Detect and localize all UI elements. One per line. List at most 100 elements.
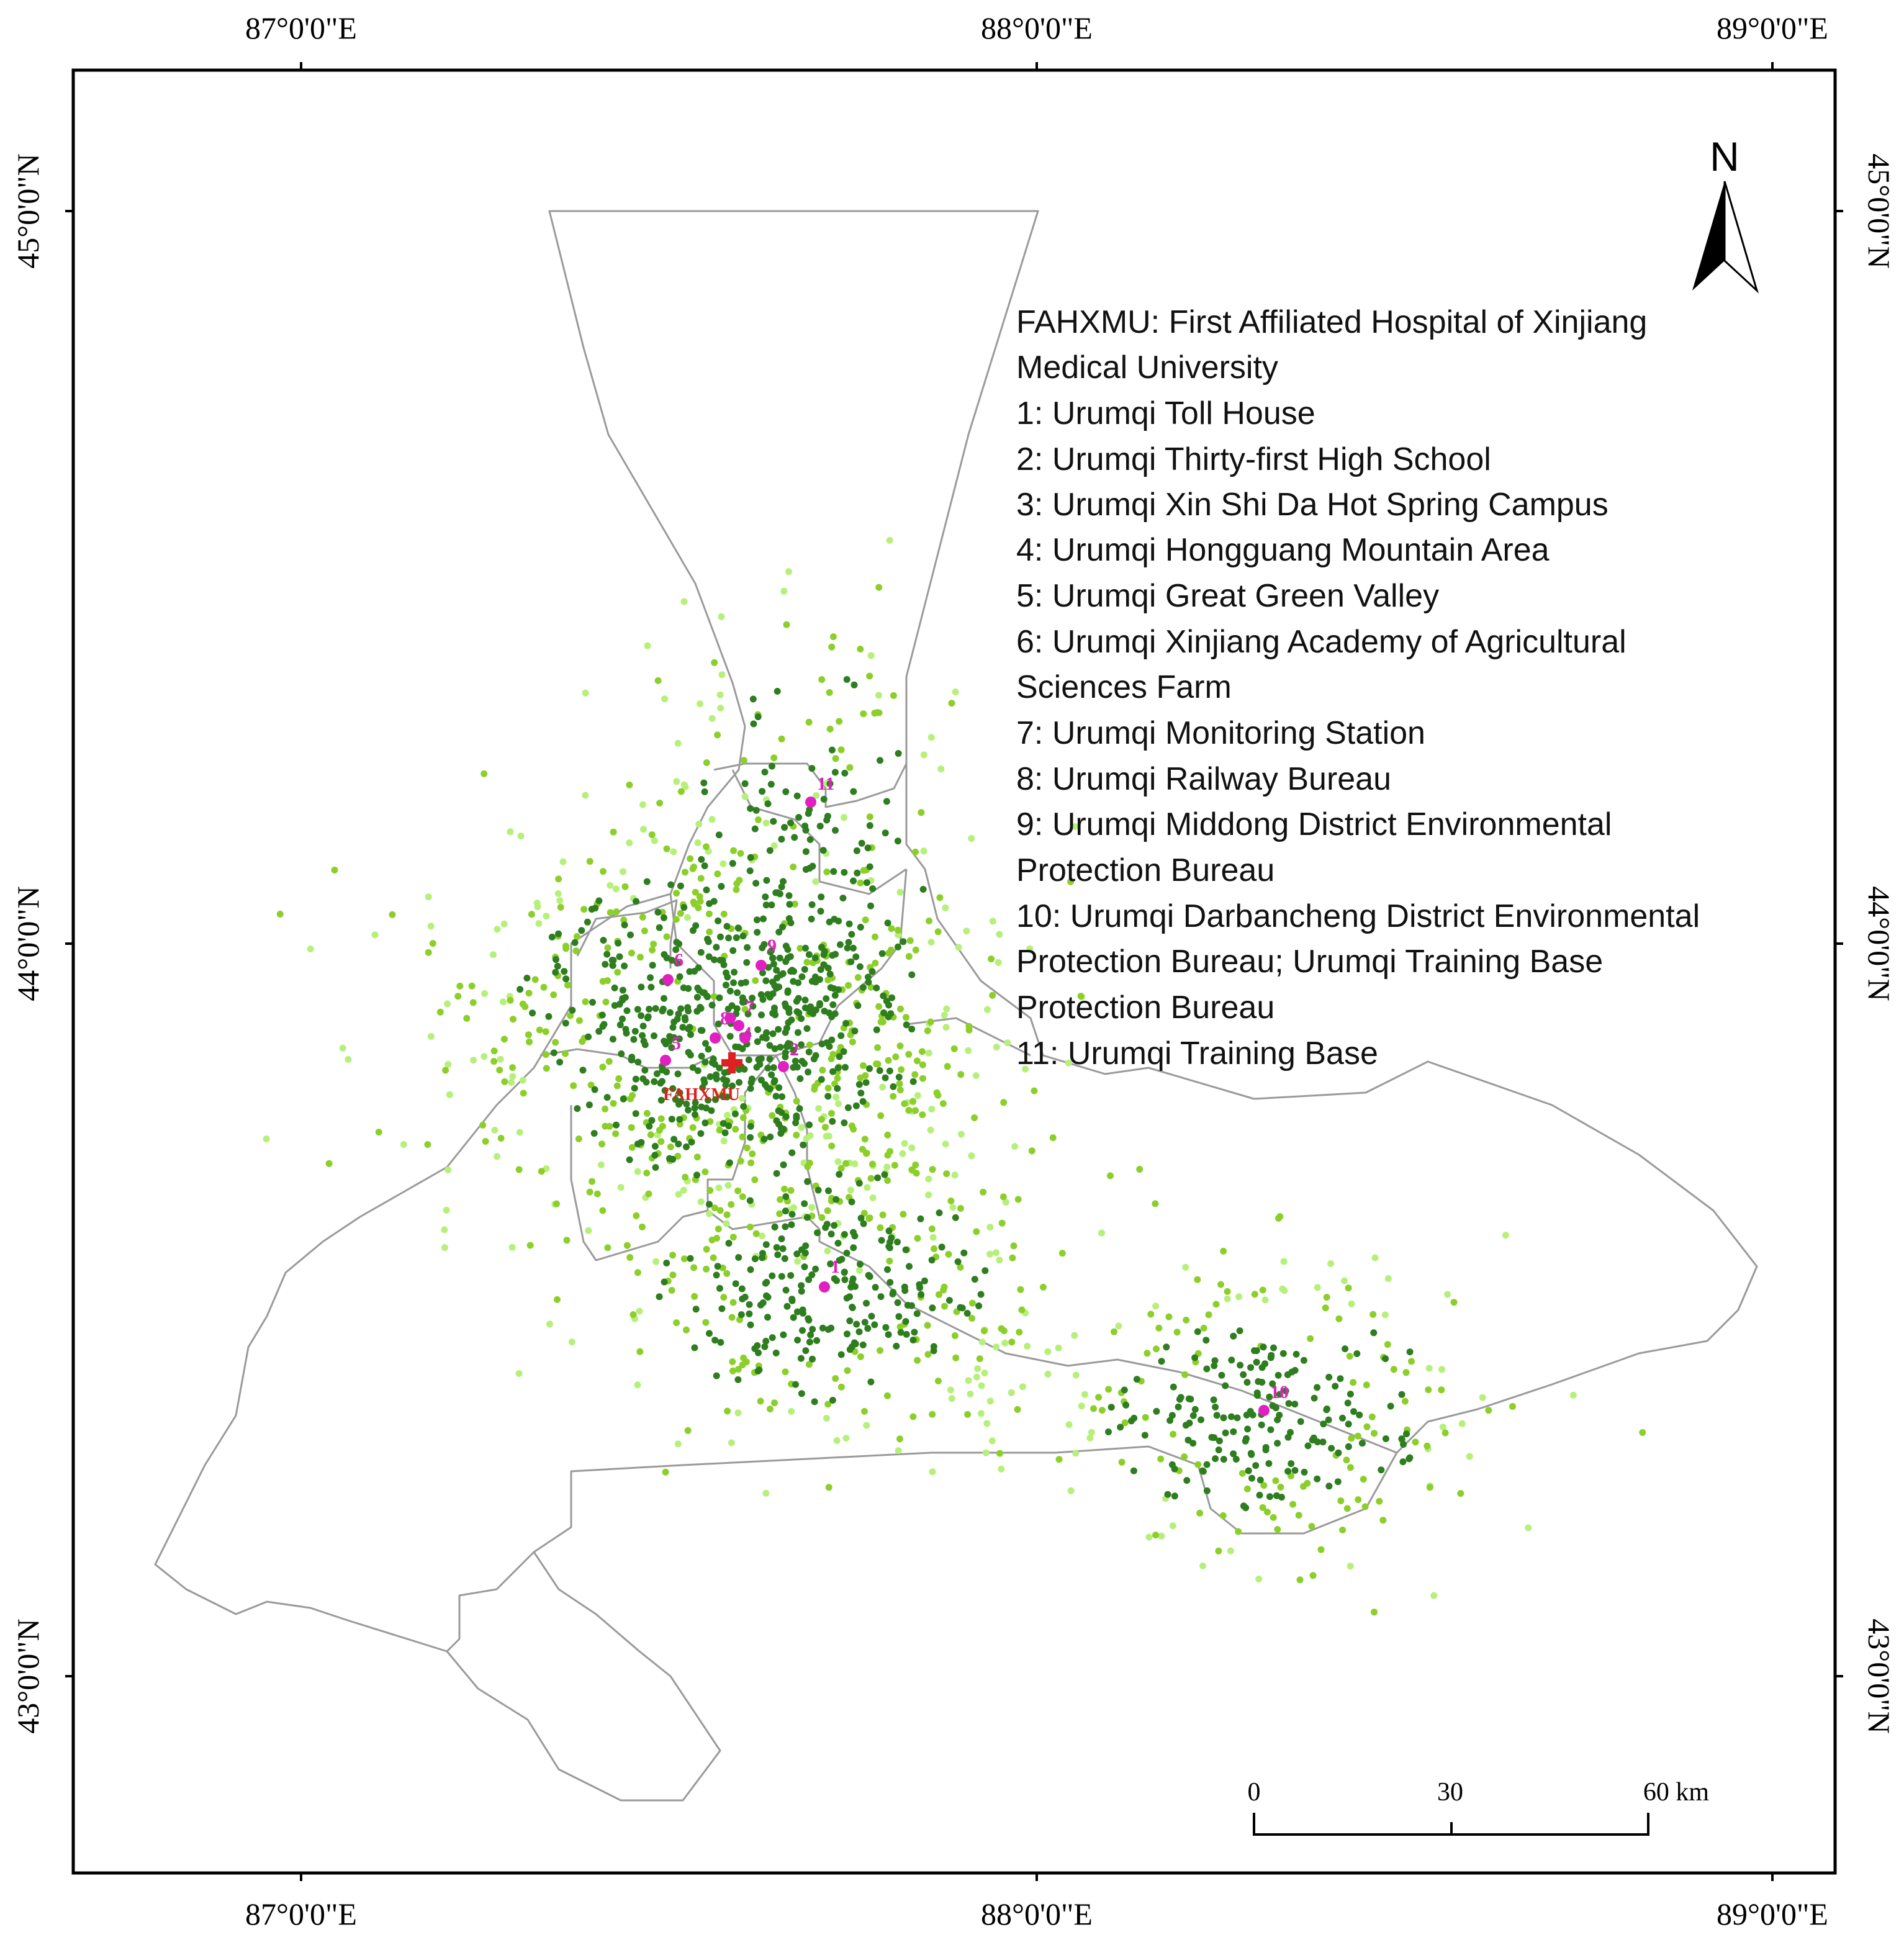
sample-point <box>646 1006 653 1013</box>
sample-point <box>929 1304 936 1312</box>
sample-point <box>820 795 828 803</box>
left-lat-label-43: 43°0'0"N <box>11 1618 45 1734</box>
sample-point <box>806 1132 814 1139</box>
sample-point <box>837 1351 845 1358</box>
sample-point <box>602 1105 609 1112</box>
sample-point <box>740 1103 747 1110</box>
sample-point <box>1276 1412 1283 1419</box>
sample-point <box>677 788 685 795</box>
sample-point <box>752 1230 760 1237</box>
sample-point <box>1277 1484 1284 1491</box>
sample-point <box>687 1052 694 1058</box>
site-1-marker[interactable] <box>819 1281 830 1293</box>
sample-point <box>801 1263 808 1271</box>
sample-point <box>729 947 737 954</box>
sample-point <box>808 901 816 908</box>
sample-point <box>456 982 464 990</box>
sample-point <box>735 1254 742 1261</box>
sample-point <box>673 1319 680 1327</box>
sample-point <box>657 1096 665 1104</box>
site-9-marker[interactable] <box>756 960 767 971</box>
sample-point <box>844 944 851 952</box>
site-6-marker[interactable] <box>662 974 674 985</box>
sample-point <box>1220 1456 1227 1463</box>
sample-point <box>846 1317 854 1325</box>
site-4-marker[interactable] <box>739 1032 751 1044</box>
sample-point <box>937 765 945 773</box>
sample-point <box>694 1067 702 1075</box>
sample-point <box>1184 1437 1192 1444</box>
sample-point <box>1248 1474 1255 1482</box>
sample-point <box>941 1011 948 1019</box>
sample-point <box>836 941 844 949</box>
sample-point <box>1309 1437 1316 1444</box>
sample-point <box>746 867 754 875</box>
sample-point <box>901 1100 908 1108</box>
sample-point <box>824 1401 832 1408</box>
sample-point <box>1260 1343 1267 1351</box>
sample-point <box>715 1225 722 1233</box>
sample-point <box>680 1186 687 1194</box>
sample-point <box>785 1005 793 1013</box>
sample-point <box>630 1036 638 1043</box>
sample-point <box>930 1347 937 1355</box>
sample-point <box>585 1101 593 1109</box>
sample-point <box>623 1007 631 1014</box>
site-10-marker[interactable] <box>1258 1405 1270 1416</box>
sample-point <box>1289 1500 1297 1508</box>
site-7-marker[interactable] <box>733 1020 744 1031</box>
sample-point <box>883 998 890 1005</box>
sample-point <box>754 713 762 721</box>
sample-point <box>676 973 684 980</box>
sample-point <box>1275 1371 1282 1379</box>
sample-point <box>762 893 769 901</box>
sample-point <box>1242 1504 1250 1512</box>
sample-point <box>706 928 713 936</box>
sample-point <box>730 847 737 854</box>
site-11-marker[interactable] <box>805 797 816 808</box>
sample-point <box>711 1337 719 1344</box>
sample-point <box>724 1005 732 1013</box>
sample-point <box>818 1116 825 1123</box>
sample-point <box>805 1068 812 1076</box>
sample-point <box>667 881 675 888</box>
sample-point <box>1235 1528 1242 1535</box>
site-8-marker[interactable] <box>724 1013 736 1024</box>
sample-point <box>826 1043 833 1050</box>
sample-point <box>517 986 524 993</box>
sample-point <box>585 1227 592 1234</box>
sample-point <box>509 1073 517 1080</box>
sample-point <box>1379 1517 1387 1524</box>
sample-point <box>741 793 749 800</box>
site-2-marker[interactable] <box>778 1061 789 1072</box>
sample-point <box>968 1315 976 1322</box>
sample-point <box>641 927 648 934</box>
sample-point <box>1269 1402 1276 1409</box>
sample-point <box>543 913 550 920</box>
sample-point <box>755 1056 762 1063</box>
sample-point <box>827 984 834 991</box>
north-arrow-label: N <box>1710 133 1739 179</box>
hospital-marker[interactable] <box>721 1052 742 1073</box>
sample-point <box>1439 1424 1446 1431</box>
sample-point <box>822 1224 829 1231</box>
sample-point <box>818 1076 825 1083</box>
sample-point <box>986 1224 994 1231</box>
sample-point <box>1095 1394 1103 1401</box>
sample-point <box>1332 1383 1339 1390</box>
sample-point <box>674 1152 682 1160</box>
sample-point <box>708 816 716 823</box>
sample-point <box>1232 1456 1240 1463</box>
sample-point <box>1211 1357 1219 1365</box>
sample-point <box>556 1058 564 1066</box>
sample-point <box>890 692 897 699</box>
sample-point <box>954 1258 962 1265</box>
site-3-marker[interactable] <box>710 1032 721 1044</box>
sample-point <box>1249 1411 1257 1419</box>
southwest-lower-boundary <box>446 1551 721 1802</box>
sample-point <box>721 1069 728 1076</box>
site-5-marker[interactable] <box>660 1055 671 1066</box>
sample-point <box>974 1365 981 1373</box>
sample-point <box>1339 1527 1347 1533</box>
sample-point <box>826 780 834 787</box>
